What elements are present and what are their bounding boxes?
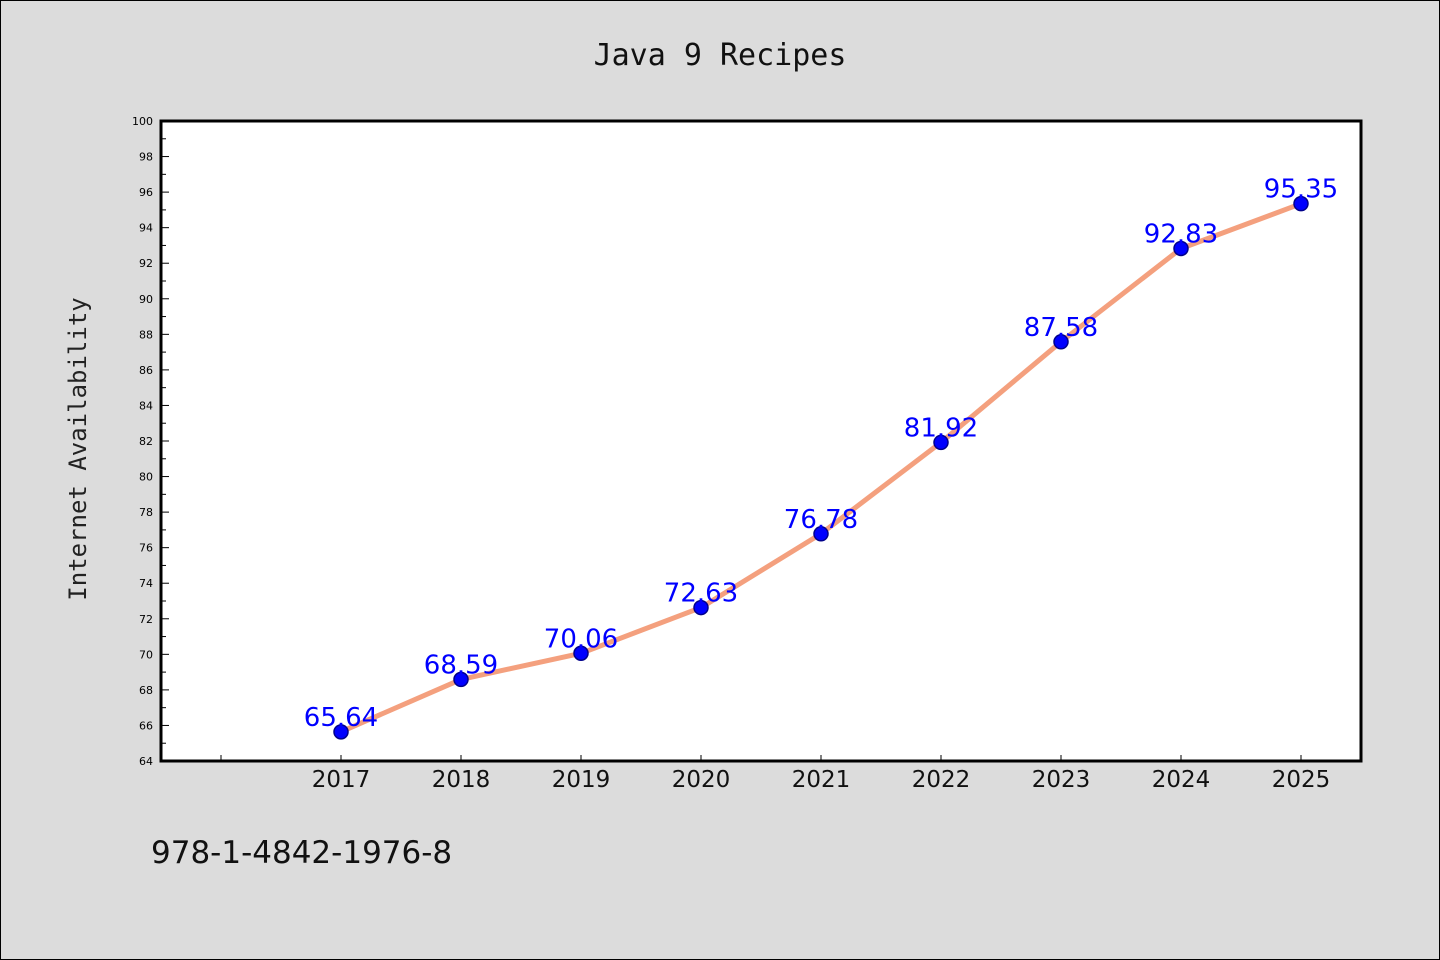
data-label: 92.83 — [1144, 219, 1218, 249]
x-tick-label: 2020 — [672, 767, 731, 793]
y-tick-label: 94 — [139, 222, 153, 235]
y-tick-label: 100 — [132, 115, 153, 128]
isbn-text: 978-1-4842-1976-8 — [151, 835, 453, 871]
data-point — [933, 434, 949, 451]
y-tick-label: 66 — [139, 719, 153, 732]
x-tick-label: 2021 — [792, 767, 851, 793]
data-point — [333, 724, 349, 740]
y-tick-label: 64 — [139, 755, 153, 768]
data-point — [1053, 334, 1069, 350]
x-axis-ticks: 2017 2018 2019 2020 2021 2022 2023 2024 2025 — [220, 755, 1331, 793]
y-tick-label: 98 — [139, 151, 153, 164]
x-tick-label: 2024 — [1152, 767, 1211, 793]
data-label: 68.59 — [424, 650, 498, 680]
data-label: 81.92 — [904, 413, 978, 443]
y-tick-label: 76 — [139, 542, 153, 555]
y-axis-ticks: 64 66 68 70 72 74 76 78 80 82 84 86 88 90 92 94 96 98 100 — [132, 115, 169, 768]
data-points — [333, 195, 1309, 740]
y-tick-label: 88 — [139, 328, 153, 341]
data-label: 70.06 — [544, 624, 618, 654]
data-point — [1293, 195, 1309, 212]
plot-area — [159, 119, 1363, 763]
y-tick-label: 68 — [139, 684, 153, 697]
data-point — [453, 671, 469, 688]
y-tick-label: 84 — [139, 399, 153, 412]
x-tick-label: 2022 — [912, 767, 971, 793]
data-point — [573, 645, 589, 662]
chart-title: Java 9 Recipes — [594, 38, 847, 73]
y-axis-label: Internet Availability — [64, 297, 92, 600]
x-tick-label: 2018 — [432, 767, 491, 793]
data-labels: 65.64 68.59 70.06 72.63 76.78 81.92 87.58 92.83… — [304, 175, 1338, 733]
y-tick-label: 78 — [139, 506, 153, 519]
y-tick-label: 70 — [139, 648, 153, 661]
data-point — [813, 526, 829, 542]
y-tick-label: 90 — [139, 293, 153, 306]
x-tick-label: 2019 — [552, 767, 611, 793]
y-tick-label: 96 — [139, 186, 153, 199]
data-label: 65.64 — [304, 703, 378, 733]
data-label: 95.35 — [1264, 175, 1338, 205]
y-tick-label: 86 — [139, 364, 153, 377]
data-point — [693, 599, 709, 616]
y-tick-label: 72 — [139, 613, 153, 626]
data-label: 72.63 — [664, 579, 738, 609]
y-tick-label: 82 — [139, 435, 153, 448]
y-tick-label: 92 — [139, 257, 153, 270]
data-label: 76.78 — [784, 505, 858, 535]
x-tick-label: 2023 — [1032, 767, 1091, 793]
y-tick-label: 80 — [139, 471, 153, 484]
data-point — [1173, 240, 1189, 257]
x-tick-label: 2025 — [1272, 767, 1331, 793]
x-tick-label: 2017 — [312, 767, 371, 793]
data-label: 87.58 — [1024, 313, 1098, 343]
y-tick-label: 74 — [139, 577, 153, 590]
